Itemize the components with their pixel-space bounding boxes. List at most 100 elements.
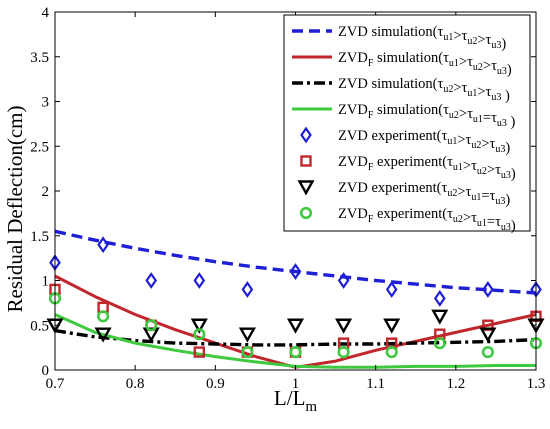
legend-label: ZVDF simulation(τu2>τu1=τu3 )	[338, 102, 516, 130]
legend-close: )	[501, 36, 506, 52]
legend-symbol: τ	[486, 84, 492, 100]
series-line	[54, 229, 537, 295]
legend-swatch	[300, 126, 312, 144]
legend-symbol: τ	[442, 128, 448, 144]
legend-symbol-sub: u3	[497, 66, 507, 77]
legend-symbol-sub: u3	[495, 144, 505, 155]
data-point	[238, 327, 256, 343]
legend-name-sub: F	[368, 58, 374, 69]
legend-close: )	[505, 192, 510, 208]
data-point	[97, 236, 109, 254]
legend-label: ZVD experiment(τu1>τu2>τu3)	[338, 128, 510, 156]
legend-entry: ZVD simulation(τu1>τu2>τu3)	[292, 24, 506, 52]
data-point	[385, 346, 398, 359]
legend-symbol-sub: u3	[497, 118, 507, 129]
series-3	[54, 313, 536, 369]
x-axis-title: L/Lm	[274, 386, 318, 415]
legend-symbol-sub: u1	[471, 192, 481, 203]
legend-symbol: τ	[490, 136, 496, 152]
legend-symbol: >	[453, 28, 461, 44]
legend-name: ZVD	[338, 180, 368, 196]
legend-symbol-sub: u2	[447, 188, 457, 199]
data-point	[241, 281, 254, 298]
legend-entry: ZVDF simulation(τu2>τu1=τu3 )	[292, 102, 516, 130]
legend-symbol-sub: u2	[477, 166, 487, 177]
y-axis-title: Residual Deflection(cm)	[3, 105, 27, 312]
legend-symbol: τ	[467, 54, 473, 70]
x-tick-label: 1.2	[446, 376, 465, 392]
x-tick-label: 0.9	[206, 376, 225, 392]
legend-close: )	[507, 62, 512, 78]
legend-entry: ZVDF experiment(τu2>τu1=τu3)	[299, 206, 516, 234]
legend-symbol-sub: u3	[491, 92, 501, 103]
data-point	[142, 327, 160, 343]
legend-swatch	[300, 155, 312, 167]
legend-symbol-sub: u2	[449, 110, 459, 121]
legend-symbol: τ	[462, 80, 468, 96]
legend-name: ZVD	[338, 154, 368, 170]
legend-symbol: >	[459, 54, 467, 70]
legend-close: )	[507, 114, 516, 130]
legend-symbol: τ	[471, 158, 477, 174]
x-tick-label: 1.1	[366, 376, 385, 392]
legend-close: )	[505, 140, 510, 156]
data-point	[383, 318, 401, 334]
legend-label: ZVD simulation(τu1>τu2>τu3)	[338, 24, 506, 52]
legend-name: ZVD	[338, 206, 368, 222]
data-point	[289, 263, 302, 280]
y-tick-label: 4	[42, 5, 50, 21]
y-tick-label: 3.5	[30, 50, 49, 66]
y-tick-label: 0.5	[30, 318, 49, 334]
legend-entry: ZVD simulation(τu2>τu1>τu3 )	[292, 76, 510, 104]
legend-symbol: =	[481, 188, 489, 204]
legend-label: ZVD experiment(τu2>τu1=τu3)	[338, 180, 510, 208]
legend-symbol: >	[483, 58, 491, 74]
legend-symbol-sub: u1	[449, 58, 459, 69]
legend-swatch	[297, 180, 315, 196]
legend-symbol: τ	[443, 50, 449, 66]
legend-symbol: >	[459, 106, 467, 122]
legend-swatch	[299, 206, 313, 220]
legend-symbol: >	[457, 184, 465, 200]
x-axis-title-sub: m	[305, 399, 317, 415]
legend-name: ZVD	[338, 128, 368, 144]
data-point	[241, 346, 254, 359]
legend-desc: experiment(	[377, 154, 447, 170]
data-point	[337, 272, 350, 289]
data-point	[145, 272, 158, 289]
legend-symbol: τ	[491, 58, 497, 74]
legend-symbol: τ	[495, 214, 501, 230]
series-2	[54, 328, 537, 347]
legend-symbol: >	[453, 80, 461, 96]
legend-close: )	[501, 88, 510, 104]
legend-symbol-sub: u2	[467, 36, 477, 47]
plot-area	[46, 229, 545, 369]
legend-symbol-sub: u1	[477, 218, 487, 229]
legend-symbol: τ	[490, 188, 496, 204]
legend-symbol-sub: u3	[495, 196, 505, 207]
legend-desc: experiment(	[371, 180, 441, 196]
legend-symbol: >	[481, 136, 489, 152]
legend-symbol-sub: u3	[501, 222, 511, 233]
data-point	[286, 318, 305, 334]
legend-desc: simulation(	[371, 24, 437, 40]
series-0	[54, 229, 537, 295]
legend-symbol: τ	[495, 162, 501, 178]
legend-symbol-sub: u1	[453, 162, 463, 173]
data-point	[433, 337, 446, 350]
legend-name: ZVD	[338, 76, 368, 92]
data-point	[94, 327, 112, 343]
legend-name: ZVD	[338, 24, 368, 40]
data-point	[193, 272, 206, 289]
data-point	[433, 289, 446, 307]
series-line	[54, 328, 537, 347]
data-point	[335, 318, 353, 334]
data-point	[190, 318, 208, 334]
legend-name: ZVD	[338, 50, 368, 66]
legend-symbol: τ	[438, 24, 444, 40]
data-point	[193, 328, 206, 341]
legend-symbol: τ	[471, 210, 477, 226]
y-tick-label: 1	[42, 274, 50, 290]
legend-desc: experiment(	[371, 128, 441, 144]
